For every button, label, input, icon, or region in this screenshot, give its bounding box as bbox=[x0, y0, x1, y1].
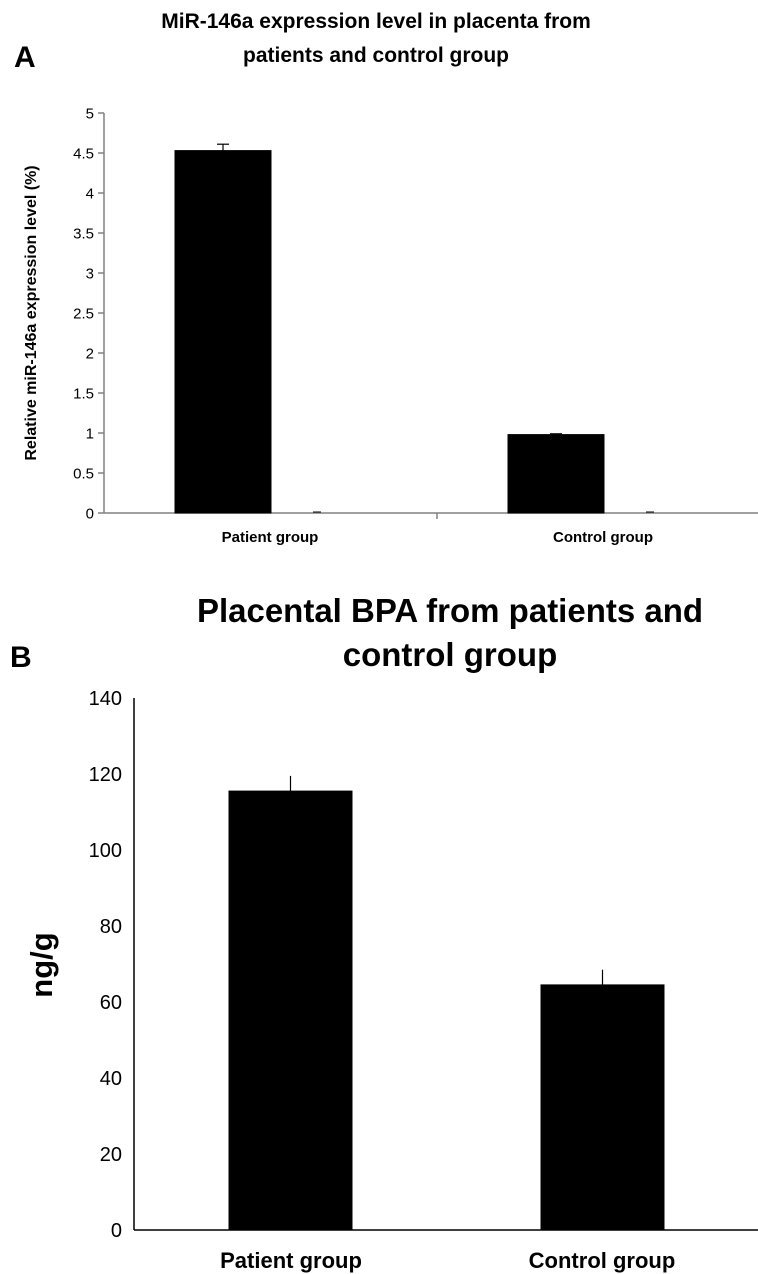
panel-b-bars bbox=[228, 775, 665, 1231]
y-tick-label: 2 bbox=[86, 345, 94, 362]
panel-b-y-axis-label: ng/g bbox=[24, 932, 59, 997]
panel-a-letter: A bbox=[14, 41, 36, 74]
panel-a-y-axis-label: Relative miR-146a expression level (%) bbox=[23, 165, 40, 460]
bar-control-group bbox=[540, 984, 665, 1231]
panel-a-title-line-1: MiR-146a expression level in placenta fr… bbox=[161, 10, 591, 33]
y-tick-label: 0.5 bbox=[73, 465, 94, 482]
y-tick-label: 140 bbox=[89, 688, 122, 710]
y-tick-label: 3 bbox=[86, 265, 94, 282]
panel-a: A MiR-146a expression level in placenta … bbox=[14, 10, 758, 546]
panel-b-title-line-1: Placental BPA from patients and bbox=[197, 592, 703, 629]
bar-patient-group bbox=[174, 150, 272, 514]
panel-b-y-ticks: 0 20 40 60 80 100 120 140 bbox=[89, 688, 122, 1242]
y-tick-label: 120 bbox=[89, 764, 122, 786]
panel-a-bars bbox=[174, 143, 654, 514]
y-tick-label: 4.5 bbox=[73, 145, 94, 162]
bar-control-group bbox=[507, 434, 605, 514]
panel-b: B Placental BPA from patients and contro… bbox=[10, 592, 758, 1273]
panel-a-category-label-patient: Patient group bbox=[222, 529, 319, 546]
y-tick-label: 5 bbox=[86, 105, 94, 122]
panel-a-title-line-2: patients and control group bbox=[243, 44, 509, 67]
y-tick-label: 40 bbox=[100, 1068, 122, 1090]
bar-patient-group bbox=[228, 790, 353, 1231]
y-tick-label: 3.5 bbox=[73, 225, 94, 242]
panel-a-category-label-control: Control group bbox=[553, 529, 653, 546]
y-tick-label: 100 bbox=[89, 840, 122, 862]
y-tick-label: 1 bbox=[86, 425, 94, 442]
panel-b-letter: B bbox=[10, 641, 32, 674]
panel-b-category-label-patient: Patient group bbox=[220, 1248, 362, 1273]
panel-b-category-label-control: Control group bbox=[529, 1248, 676, 1273]
y-tick-label: 2.5 bbox=[73, 305, 94, 322]
panel-b-title-line-2: control group bbox=[343, 636, 557, 673]
y-tick-label: 1.5 bbox=[73, 385, 94, 402]
panel-a-y-ticks: 0 0.5 1 1.5 2 2.5 3 3.5 4 4.5 5 bbox=[73, 105, 104, 522]
y-tick-label: 0 bbox=[86, 505, 94, 522]
y-tick-label: 0 bbox=[111, 1220, 122, 1242]
y-tick-label: 20 bbox=[100, 1144, 122, 1166]
y-tick-label: 4 bbox=[86, 185, 94, 202]
y-tick-label: 80 bbox=[100, 916, 122, 938]
y-tick-label: 60 bbox=[100, 992, 122, 1014]
